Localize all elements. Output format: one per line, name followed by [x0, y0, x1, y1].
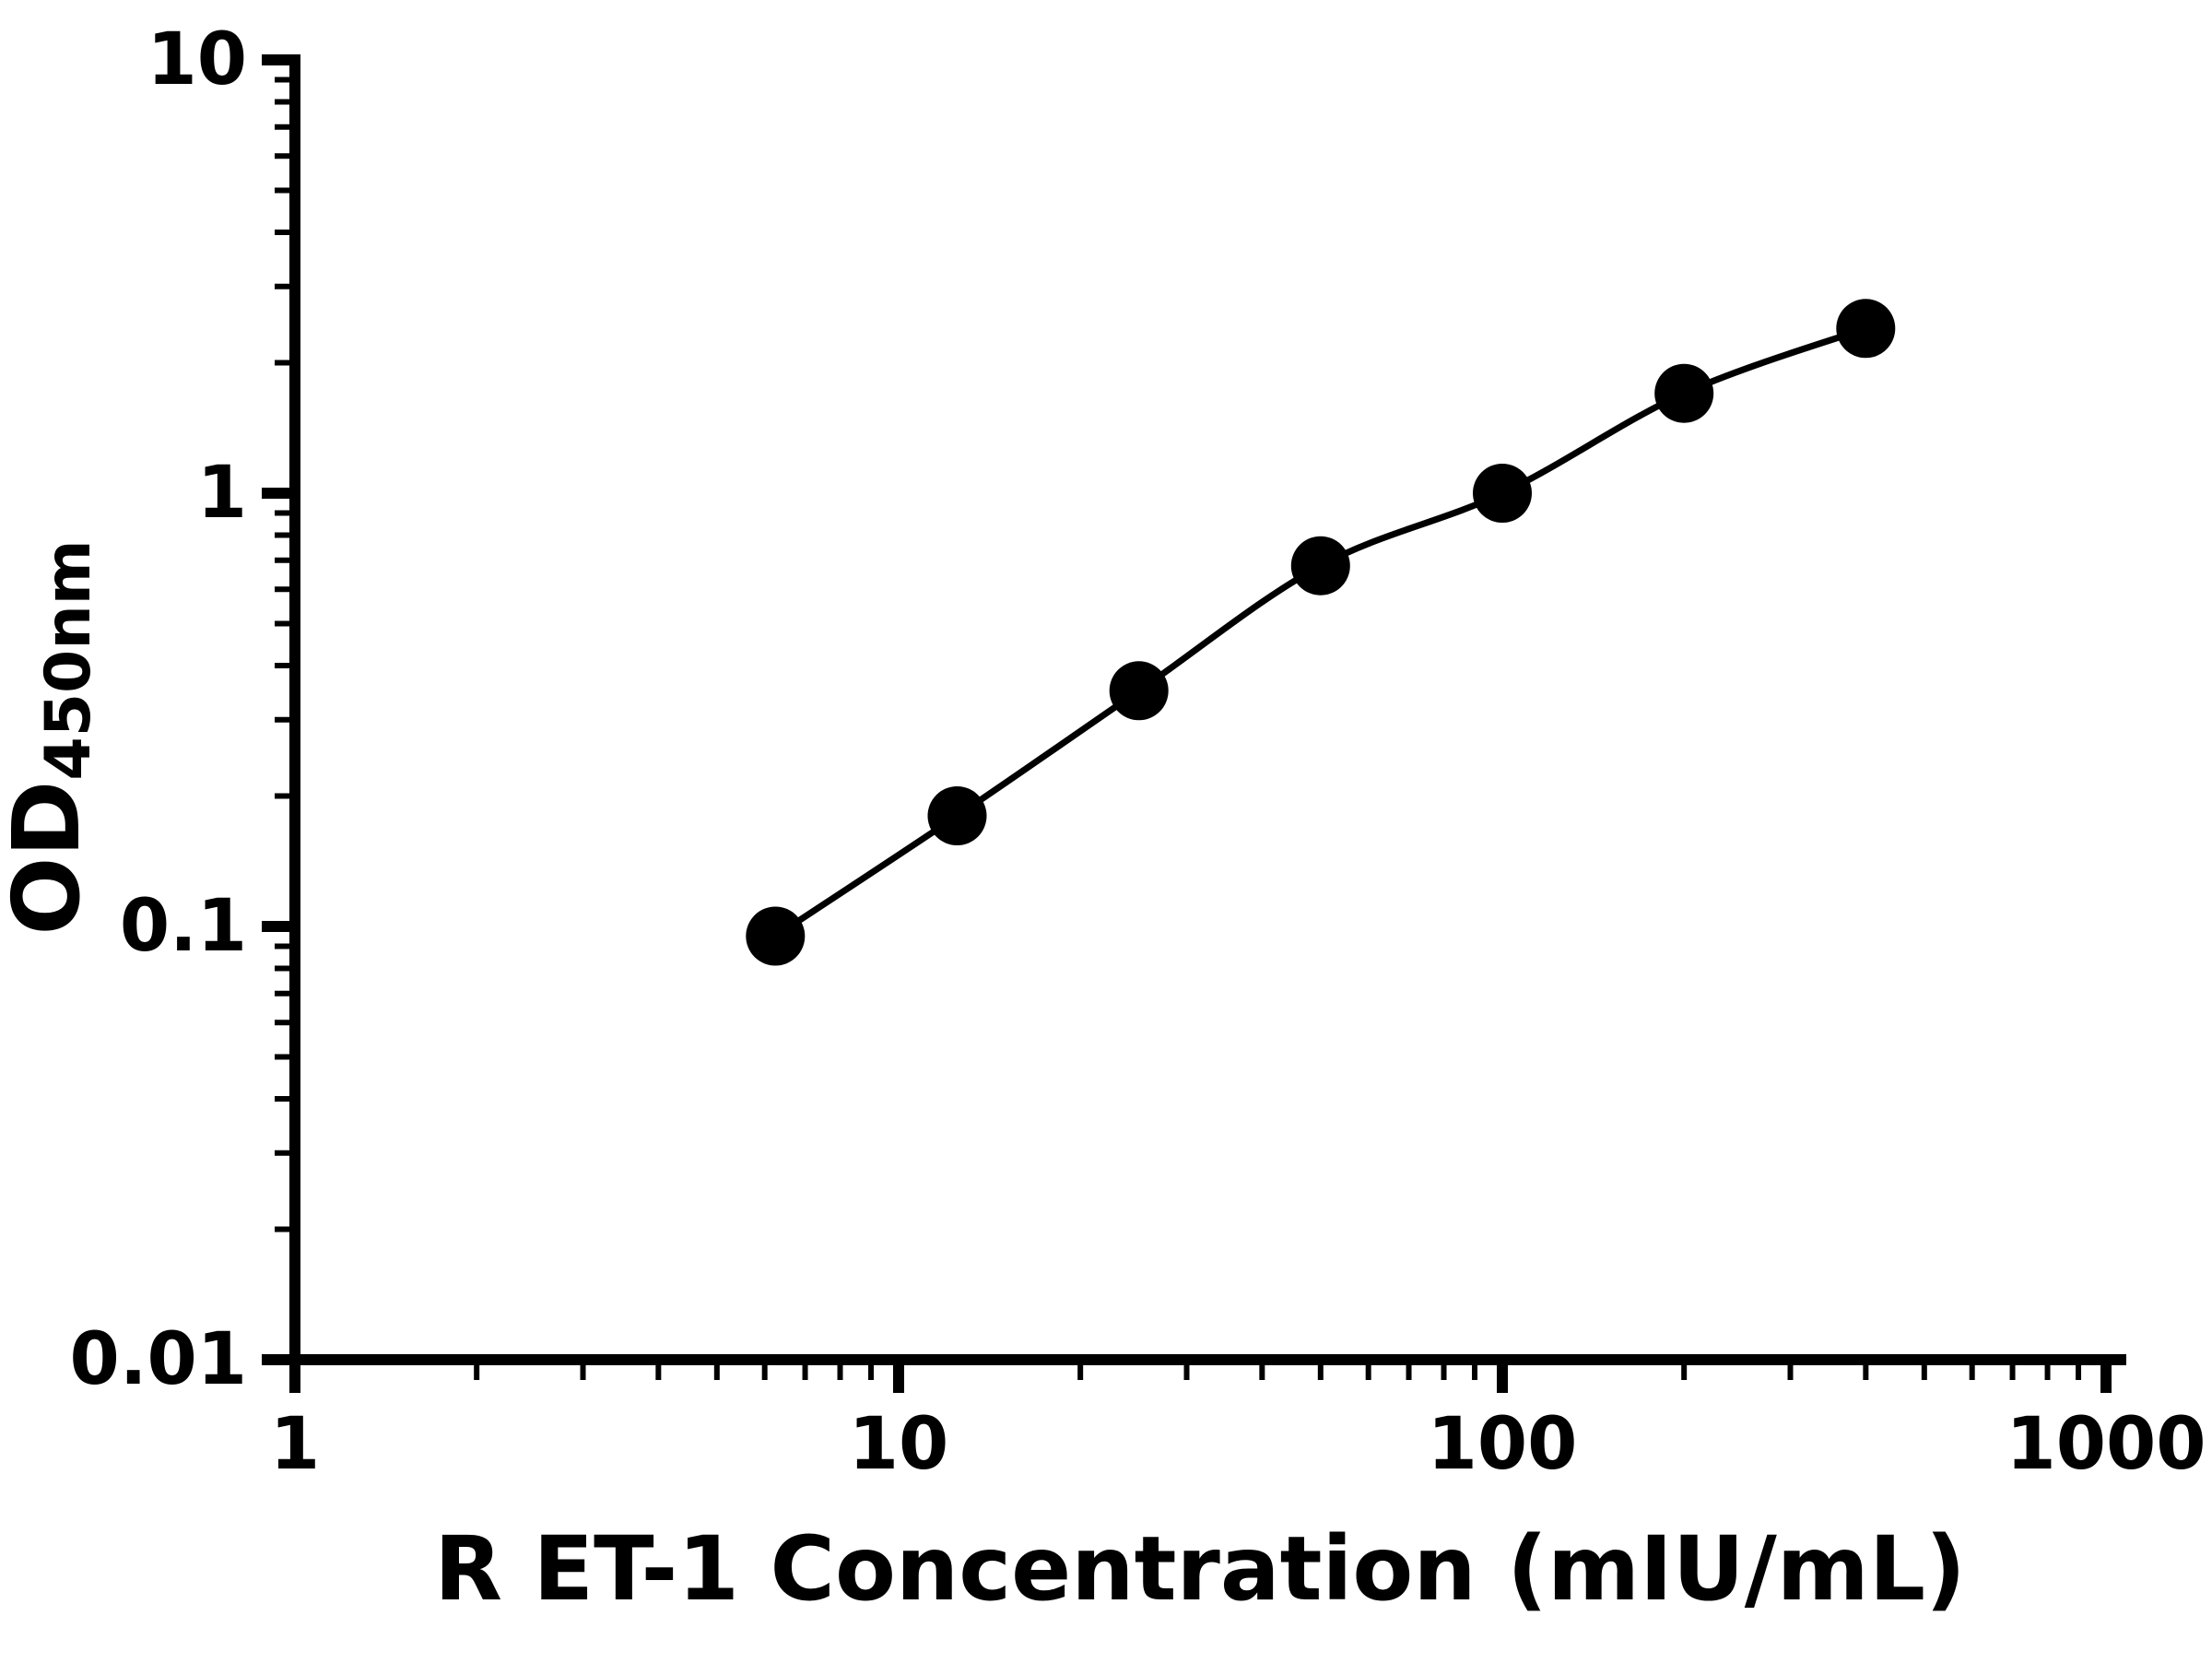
- data-point-marker: [1836, 299, 1896, 359]
- x-tick-label: 1000: [2006, 1403, 2206, 1486]
- data-point-marker: [746, 906, 806, 966]
- y-tick-label: 10: [147, 18, 247, 101]
- data-point-marker: [1654, 363, 1714, 423]
- major-tick-marks: [262, 54, 2112, 1393]
- y-axis-title-main: OD: [0, 781, 100, 936]
- x-tick-label: 1: [270, 1403, 320, 1486]
- x-tick-label: 100: [1428, 1403, 1578, 1486]
- x-tick-label: 10: [849, 1403, 949, 1486]
- y-axis-title: OD450nm: [0, 539, 105, 935]
- y-tick-label: 0.1: [120, 885, 247, 968]
- axes: [289, 54, 2126, 1365]
- data-points: [746, 299, 1896, 966]
- y-tick-label: 1: [197, 452, 247, 535]
- data-point-marker: [1290, 536, 1350, 596]
- minor-tick-marks: [275, 77, 2082, 1380]
- data-point-marker: [1109, 661, 1169, 721]
- x-axis-title: R ET-1 Concentration (mIU/mL): [434, 1517, 1966, 1621]
- y-tick-label: 0.01: [70, 1318, 247, 1401]
- data-point-marker: [1473, 464, 1532, 523]
- standard-curve-line: [773, 325, 1867, 939]
- data-point-marker: [927, 786, 987, 845]
- tick-labels: 1 10 100 1000 0.01 0.1 1 10: [70, 18, 2206, 1486]
- y-axis-title-sub: 450nm: [32, 539, 105, 780]
